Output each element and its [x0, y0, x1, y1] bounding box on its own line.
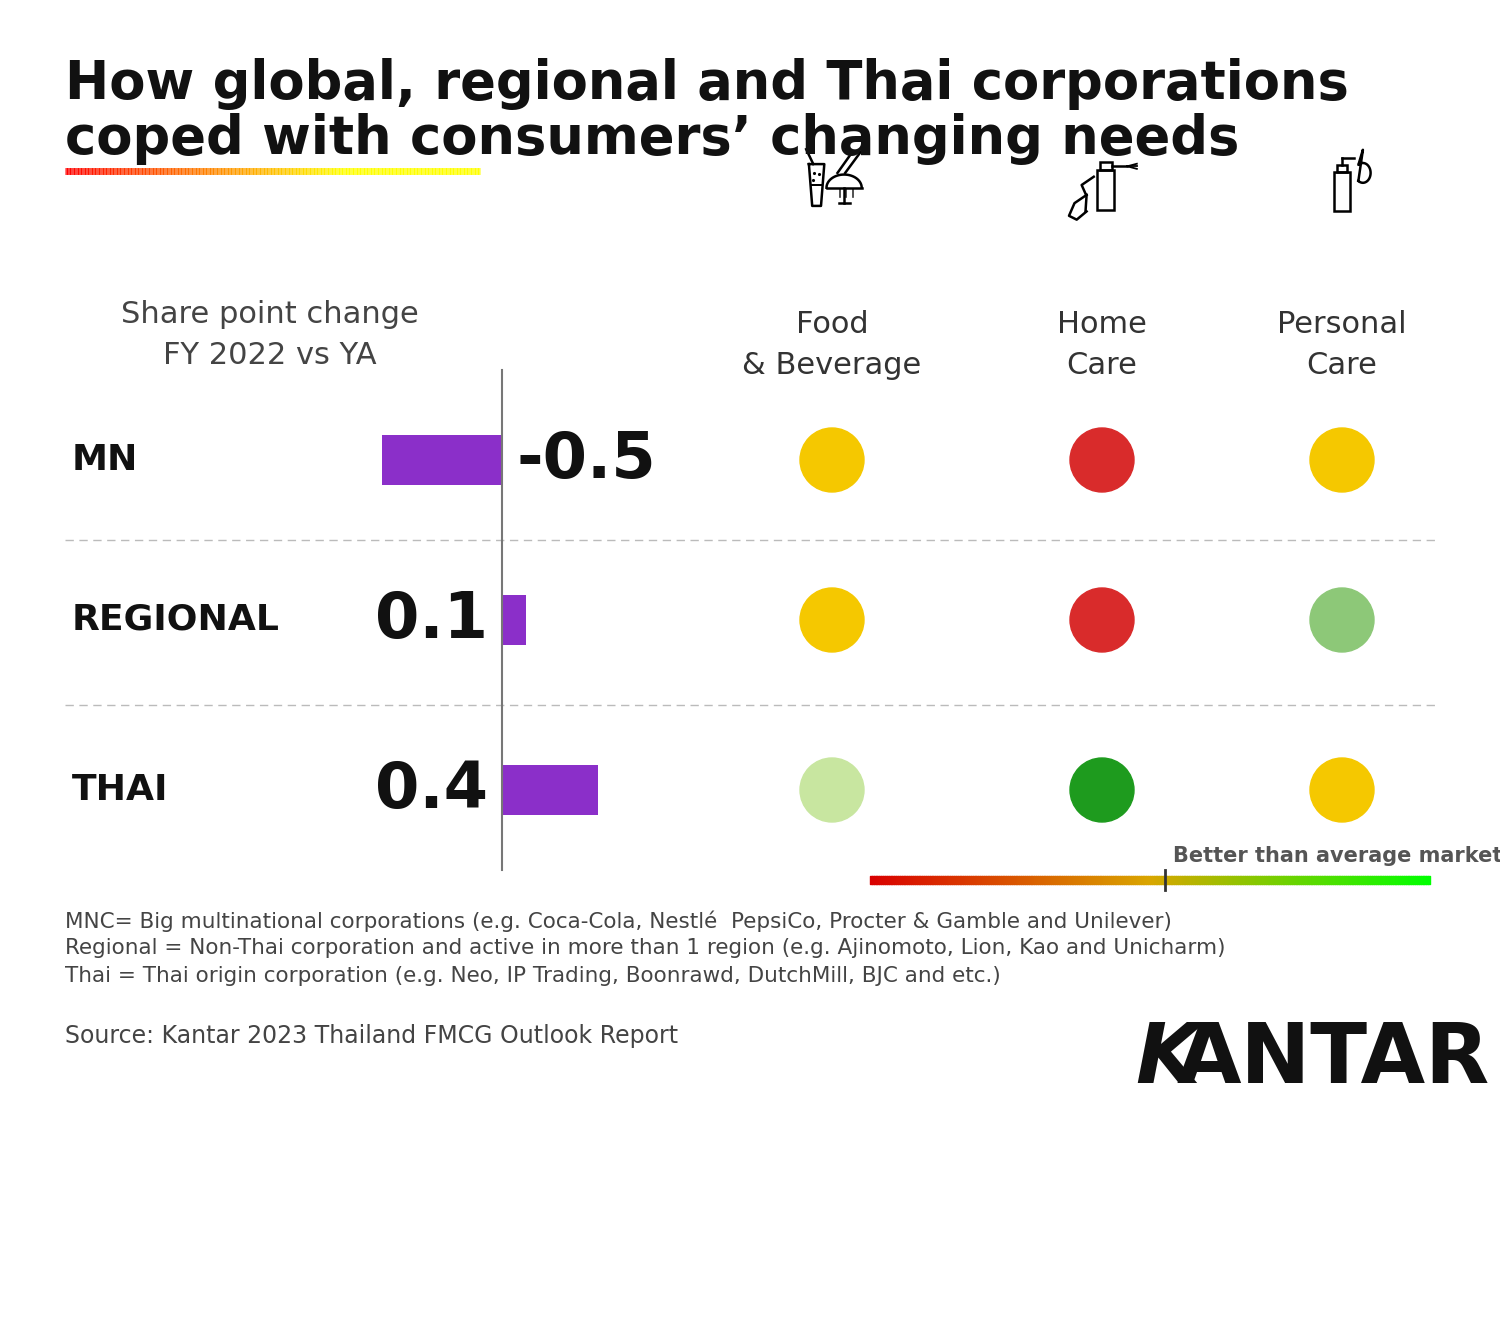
- Circle shape: [800, 758, 864, 822]
- Text: 0.4: 0.4: [375, 760, 488, 821]
- Circle shape: [800, 428, 864, 491]
- Circle shape: [800, 588, 864, 652]
- Circle shape: [1070, 758, 1134, 822]
- Text: Personal
Care: Personal Care: [1276, 309, 1407, 380]
- Text: How global, regional and Thai corporations: How global, regional and Thai corporatio…: [64, 58, 1348, 110]
- Text: Source: Kantar 2023 Thailand FMCG Outlook Report: Source: Kantar 2023 Thailand FMCG Outloo…: [64, 1024, 678, 1048]
- Text: Regional = Non-Thai corporation and active in more than 1 region (e.g. Ajinomoto: Regional = Non-Thai corporation and acti…: [64, 938, 1225, 957]
- Text: coped with consumers’ changing needs: coped with consumers’ changing needs: [64, 113, 1239, 165]
- Circle shape: [1310, 758, 1374, 822]
- Text: REGIONAL: REGIONAL: [72, 603, 280, 637]
- Text: -0.5: -0.5: [516, 429, 656, 491]
- Text: Thai = Thai origin corporation (e.g. Neo, IP Trading, Boonrawd, DutchMill, BJC a: Thai = Thai origin corporation (e.g. Neo…: [64, 965, 1000, 985]
- Text: 0.1: 0.1: [375, 590, 488, 651]
- Bar: [382, 436, 502, 485]
- Circle shape: [1070, 428, 1134, 491]
- Circle shape: [1310, 428, 1374, 491]
- Text: ANTAR: ANTAR: [1178, 1019, 1490, 1100]
- Text: THAI: THAI: [72, 773, 168, 807]
- Text: Food
& Beverage: Food & Beverage: [742, 309, 921, 380]
- Text: Home
Care: Home Care: [1058, 309, 1148, 380]
- Bar: [503, 595, 526, 645]
- Circle shape: [1070, 588, 1134, 652]
- Text: MNC= Big multinational corporations (e.g. Coca-Cola, Nestlé  PepsiCo, Procter & : MNC= Big multinational corporations (e.g…: [64, 910, 1172, 931]
- Text: Better than average market: Better than average market: [1173, 846, 1500, 866]
- Circle shape: [1310, 588, 1374, 652]
- Text: Share point change
FY 2022 vs YA: Share point change FY 2022 vs YA: [122, 300, 418, 369]
- Bar: [503, 765, 598, 815]
- Text: MN: MN: [72, 444, 138, 477]
- Text: K: K: [1136, 1019, 1200, 1100]
